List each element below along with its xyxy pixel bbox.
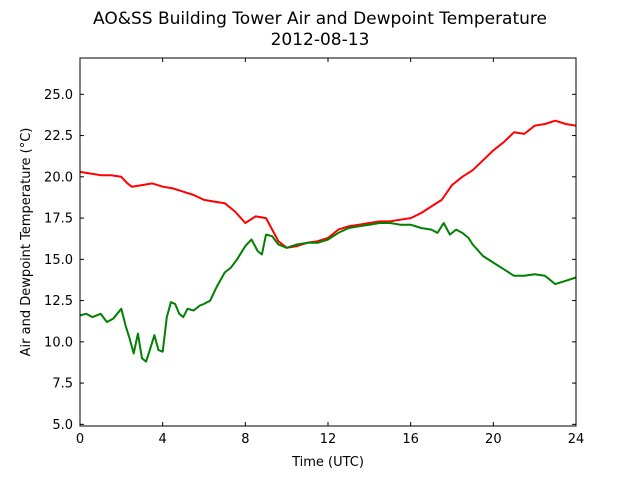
x-tick-label: 20 (485, 432, 502, 447)
y-tick-label: 17.5 (44, 212, 73, 227)
x-tick-label: 8 (241, 432, 249, 447)
y-tick-label: 22.5 (44, 129, 73, 144)
air-temperature-line (79, 119, 577, 249)
x-tick-label: 4 (159, 432, 167, 447)
y-tick-label: 25.0 (44, 88, 73, 103)
y-tick-label: 15.0 (44, 253, 73, 268)
x-tick-label: 16 (402, 432, 419, 447)
y-tick-label: 5.0 (52, 418, 73, 433)
ticks-layer: 0 4 8 12 16 20 24 5.0 7.5 10.0 12.5 15.0 17.5 20.0 22.… (44, 58, 584, 447)
chart-title: AO&SS Building Tower Air and Dewpoint Te… (93, 9, 547, 29)
series-layer (79, 119, 577, 363)
x-tick-label: 0 (76, 432, 84, 447)
y-tick-label: 7.5 (52, 377, 73, 392)
y-axis-label: Air and Dewpoint Temperature (°C) (19, 128, 34, 357)
y-tick-label: 20.0 (44, 170, 73, 185)
chart-subtitle: 2012-08-13 (271, 30, 370, 50)
y-tick-label: 12.5 (44, 294, 73, 309)
x-axis-label: Time (UTC) (291, 455, 364, 470)
x-tick-label: 12 (320, 432, 337, 447)
x-tick-label: 24 (568, 432, 585, 447)
y-tick-label: 10.0 (44, 335, 73, 350)
plot-area-frame (79, 57, 577, 427)
dewpoint-temperature-line (79, 222, 577, 363)
